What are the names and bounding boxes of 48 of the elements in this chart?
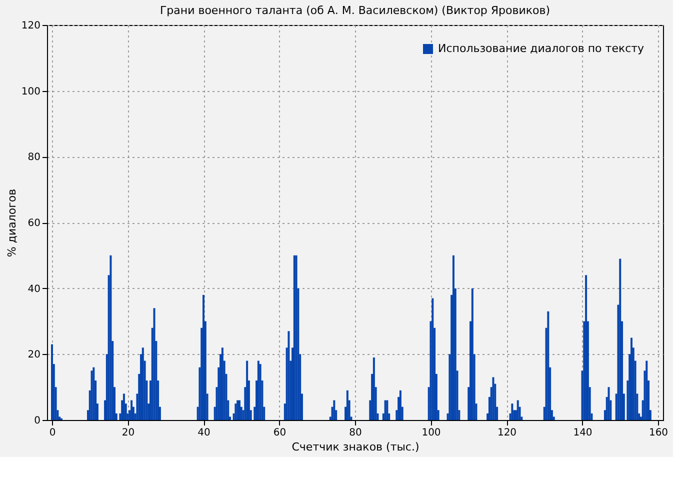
bar: [257, 360, 260, 420]
bar: [585, 275, 588, 420]
y-tick-label: 20: [28, 350, 40, 361]
bar: [333, 400, 336, 420]
bar: [288, 331, 290, 420]
bar: [51, 344, 53, 420]
bar: [234, 404, 237, 420]
bar: [238, 400, 240, 420]
bar: [236, 400, 239, 420]
bar: [130, 400, 133, 420]
x-tick-label: 100: [422, 428, 441, 438]
y-tick-label: 60: [28, 218, 40, 229]
x-tick-label: 160: [648, 428, 668, 438]
x-tick-label: 60: [273, 428, 286, 438]
x-tick-label: 80: [349, 428, 362, 438]
chart-title: Грани военного таланта (об А. М. Василевском) (Виктор Яровиков): [160, 4, 550, 17]
bar: [547, 311, 550, 420]
bar: [432, 298, 434, 420]
bar: [122, 394, 125, 420]
bar: [452, 255, 454, 420]
legend-label: Использование диалогов по тексту: [438, 42, 645, 55]
bar: [516, 400, 519, 420]
bar: [630, 338, 632, 420]
bar: [142, 348, 144, 420]
bar: [492, 377, 494, 420]
x-tick-label: 0: [49, 428, 56, 438]
x-tick-label: 40: [198, 428, 210, 438]
bar: [646, 360, 648, 420]
y-axis-title: % диалогов: [5, 188, 18, 258]
x-tick-label: 20: [122, 428, 135, 438]
y-tick-label: 80: [28, 152, 40, 164]
bar: [92, 367, 95, 420]
y-tick-label: 0: [34, 416, 40, 426]
bar: [110, 255, 112, 420]
x-tick-label: 120: [497, 428, 517, 438]
bar: [471, 288, 474, 420]
x-axis-title: Счетчик знаков (тыс.): [292, 440, 420, 454]
bar: [372, 357, 375, 420]
y-tick-label: 100: [21, 86, 40, 98]
bar: [202, 294, 204, 420]
bar: [399, 390, 402, 420]
x-tick-label: 140: [573, 428, 592, 438]
y-tick-label: 120: [21, 20, 40, 32]
bar: [246, 360, 248, 420]
bar: [619, 258, 622, 420]
bar: [346, 390, 348, 420]
bar: [221, 348, 224, 420]
y-tick-label: 40: [28, 284, 40, 295]
